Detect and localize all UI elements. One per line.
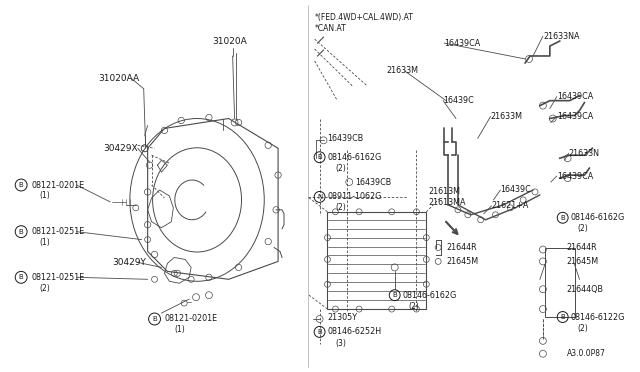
Text: 16439C: 16439C bbox=[500, 186, 531, 195]
Text: (2): (2) bbox=[335, 164, 346, 173]
Text: 21644R: 21644R bbox=[566, 243, 597, 252]
Text: 08121-0201E: 08121-0201E bbox=[164, 314, 218, 324]
Text: (2): (2) bbox=[39, 284, 50, 293]
Text: (3): (3) bbox=[335, 339, 346, 348]
Text: *(FED.4WD+CAL.4WD).AT: *(FED.4WD+CAL.4WD).AT bbox=[315, 13, 413, 22]
Text: 08121-0251E: 08121-0251E bbox=[31, 273, 84, 282]
Text: 08121-0201E: 08121-0201E bbox=[31, 180, 84, 189]
Text: 30429Y: 30429Y bbox=[112, 258, 146, 267]
Text: 30429X: 30429X bbox=[103, 144, 138, 153]
Text: B: B bbox=[19, 182, 24, 188]
Text: 21613MA: 21613MA bbox=[428, 198, 466, 207]
Text: 16439CA: 16439CA bbox=[444, 39, 481, 48]
Text: N: N bbox=[317, 194, 322, 200]
Bar bbox=[328, 212, 426, 309]
Text: 21305Y: 21305Y bbox=[328, 312, 358, 321]
Text: (1): (1) bbox=[39, 192, 50, 201]
Text: 08146-6162G: 08146-6162G bbox=[403, 291, 457, 300]
Text: 21613M: 21613M bbox=[428, 187, 460, 196]
Text: B: B bbox=[560, 215, 565, 221]
Text: 08146-6122G: 08146-6122G bbox=[571, 312, 625, 321]
Text: 21633NA: 21633NA bbox=[543, 32, 579, 41]
Text: B: B bbox=[19, 229, 24, 235]
Text: 08146-6162G: 08146-6162G bbox=[571, 213, 625, 222]
Text: (2): (2) bbox=[408, 302, 419, 311]
Text: B: B bbox=[392, 292, 397, 298]
Text: B: B bbox=[560, 314, 565, 320]
Text: 16439CA: 16439CA bbox=[557, 112, 593, 121]
Text: (2): (2) bbox=[577, 324, 588, 333]
Text: A3.0.0P87: A3.0.0P87 bbox=[566, 349, 605, 358]
Text: 21633M: 21633M bbox=[387, 66, 419, 76]
Text: 16439C: 16439C bbox=[443, 96, 474, 105]
Text: 16439CA: 16439CA bbox=[557, 92, 593, 101]
Text: 08911-1062G: 08911-1062G bbox=[328, 192, 382, 201]
Text: 21633M: 21633M bbox=[490, 112, 522, 121]
Text: 08146-6162G: 08146-6162G bbox=[328, 153, 381, 162]
Text: 16439CA: 16439CA bbox=[557, 171, 593, 180]
Text: 21633N: 21633N bbox=[568, 149, 600, 158]
Text: (2): (2) bbox=[335, 203, 346, 212]
Text: 08146-6252H: 08146-6252H bbox=[328, 327, 381, 336]
Text: B: B bbox=[317, 329, 322, 335]
Text: 21621+A: 21621+A bbox=[492, 201, 529, 210]
Text: (1): (1) bbox=[39, 238, 50, 247]
Text: 21645M: 21645M bbox=[566, 257, 599, 266]
Text: 16439CB: 16439CB bbox=[328, 134, 364, 143]
Text: 31020A: 31020A bbox=[212, 36, 246, 46]
Text: 31020AA: 31020AA bbox=[98, 74, 140, 83]
Text: B: B bbox=[19, 274, 24, 280]
Text: 21645M: 21645M bbox=[446, 257, 478, 266]
Text: B: B bbox=[317, 154, 322, 160]
Text: (2): (2) bbox=[577, 224, 588, 233]
Text: *CAN.AT: *CAN.AT bbox=[315, 24, 346, 33]
Text: 21644R: 21644R bbox=[446, 243, 477, 252]
Text: 21644QB: 21644QB bbox=[566, 285, 604, 294]
Bar bbox=[545, 247, 575, 317]
Text: 08121-0251E: 08121-0251E bbox=[31, 227, 84, 236]
Text: B: B bbox=[152, 316, 157, 322]
Text: (1): (1) bbox=[174, 326, 185, 334]
Text: 16439CB: 16439CB bbox=[355, 177, 392, 186]
